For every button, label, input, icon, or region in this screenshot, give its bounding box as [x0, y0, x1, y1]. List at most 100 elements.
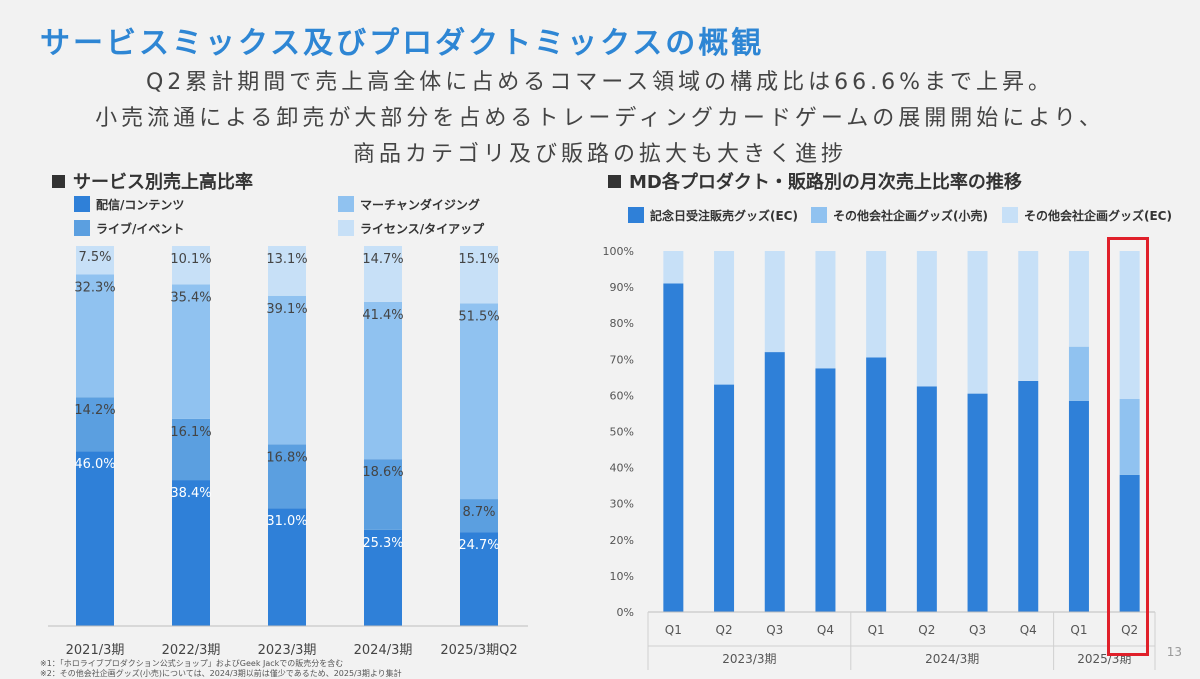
bar-segment — [172, 418, 210, 481]
bar-segment — [866, 251, 887, 358]
legend-label: マーチャンダイジング — [360, 198, 480, 212]
bar-segment — [364, 529, 402, 626]
bar-segment — [1018, 251, 1039, 381]
legend-swatch — [1002, 207, 1018, 223]
bar-segment — [172, 284, 210, 419]
bar-segment — [364, 246, 402, 302]
category-label: Q1 — [1070, 623, 1087, 637]
page-number: 13 — [1166, 645, 1182, 659]
legend-label: その他会社企画グッズ(EC) — [1024, 209, 1172, 223]
data-label: 16.8% — [266, 450, 307, 465]
legend-item-live: ライブ/イベント — [74, 220, 184, 237]
category-label: Q1 — [868, 623, 885, 637]
bar-segment — [866, 357, 887, 612]
bar-segment — [1119, 474, 1140, 612]
category-label: 2021/3期 — [66, 643, 125, 658]
page-title: サービスミックス及びプロダクトミックスの概観 — [40, 26, 765, 61]
bar-segment — [76, 397, 114, 452]
legend-swatch — [74, 196, 90, 212]
bar-segment — [460, 532, 498, 626]
y-tick-label: 40% — [610, 462, 634, 475]
bar-segment — [1068, 346, 1089, 401]
group-label: 2023/3期 — [722, 652, 776, 666]
category-label: Q4 — [817, 623, 834, 637]
legend-item-other-ec: その他会社企画グッズ(EC) — [1002, 207, 1172, 224]
category-label: Q2 — [716, 623, 733, 637]
category-label: Q3 — [766, 623, 783, 637]
legend-swatch — [811, 207, 827, 223]
legend-item-other-retail: その他会社企画グッズ(小売) — [811, 207, 988, 224]
legend-label: その他会社企画グッズ(小売) — [833, 209, 988, 223]
y-tick-label: 10% — [610, 570, 634, 583]
data-label: 31.0% — [266, 514, 307, 529]
bar-segment — [268, 508, 306, 626]
legend-swatch — [338, 220, 354, 236]
right-chart-title-text: MD各プロダクト・販路別の月次売上比率の推移 — [629, 172, 1022, 193]
category-label: Q2 — [1121, 623, 1138, 637]
group-label: 2024/3期 — [925, 652, 979, 666]
data-label: 8.7% — [462, 505, 495, 520]
bar-segment — [815, 251, 836, 369]
bar-segment — [1068, 251, 1089, 347]
bar-segment — [268, 295, 306, 445]
data-label: 38.4% — [170, 486, 211, 501]
data-label: 46.0% — [74, 457, 115, 472]
data-label: 18.6% — [362, 465, 403, 480]
category-label: 2025/3期Q2 — [440, 643, 517, 658]
data-label: 13.1% — [266, 252, 307, 267]
legend-swatch — [338, 196, 354, 212]
bar-segment — [76, 246, 114, 275]
data-label: 32.3% — [74, 281, 115, 296]
y-tick-label: 50% — [610, 426, 634, 439]
bar-segment — [1068, 400, 1089, 612]
data-label: 25.3% — [362, 536, 403, 551]
footnote-1: ※1：「ホロライブプロダクション公式ショップ」およびGeek Jackでの販売分… — [40, 659, 344, 668]
legend-label: 記念日受注販売グッズ(EC) — [650, 209, 798, 223]
bar-segment — [714, 384, 735, 612]
bar-segment — [268, 444, 306, 509]
footnote-2: ※2：その他会社企画グッズ(小売)については、2024/3期以前は僅少であるため… — [40, 669, 402, 678]
bar-segment — [764, 352, 785, 612]
y-tick-label: 70% — [610, 353, 634, 366]
legend-item-license: ライセンス/タイアップ — [338, 220, 484, 237]
data-label: 10.1% — [170, 252, 211, 267]
legend-swatch — [628, 207, 644, 223]
y-tick-label: 80% — [610, 317, 634, 330]
bar-segment — [967, 251, 988, 394]
bar-segment — [172, 480, 210, 626]
data-label: 14.7% — [362, 252, 403, 267]
data-label: 7.5% — [78, 250, 111, 265]
bar-segment — [172, 246, 210, 285]
left-chart-title-text: サービス別売上高比率 — [73, 172, 253, 193]
data-label: 39.1% — [266, 302, 307, 317]
left-chart-title: サービス別売上高比率 — [52, 168, 253, 194]
y-tick-label: 90% — [610, 281, 634, 294]
bar-segment — [364, 459, 402, 530]
bar-segment — [364, 301, 402, 460]
subtitle-line-1: Q2累計期間で売上高全体に占めるコマース領域の構成比は66.6%まで上昇。 — [145, 70, 1055, 95]
data-label: 51.5% — [458, 309, 499, 324]
bar-segment — [663, 251, 684, 284]
bar-segment — [460, 303, 498, 500]
category-label: Q3 — [969, 623, 986, 637]
bar-segment — [967, 393, 988, 612]
legend-item-anniversary-ec: 記念日受注販売グッズ(EC) — [628, 207, 798, 224]
y-tick-label: 0% — [617, 606, 634, 619]
category-label: 2024/3期 — [354, 643, 413, 658]
bar-segment — [714, 251, 735, 385]
subtitle-line-2: 小売流通による卸売が大部分を占めるトレーディングカードゲームの展開開始により、 — [95, 106, 1105, 131]
bar-segment — [268, 246, 306, 296]
category-label: 2023/3期 — [258, 643, 317, 658]
category-label: Q1 — [665, 623, 682, 637]
bar-segment — [663, 283, 684, 612]
bar-segment — [764, 251, 785, 353]
category-label: Q4 — [1020, 623, 1037, 637]
right-chart-title: MD各プロダクト・販路別の月次売上比率の推移 — [608, 168, 1022, 194]
y-tick-label: 100% — [603, 245, 634, 258]
data-label: 16.1% — [170, 425, 211, 440]
legend-label: ライセンス/タイアップ — [360, 222, 485, 236]
legend-label: ライブ/イベント — [96, 222, 185, 236]
square-bullet-icon — [52, 175, 65, 188]
